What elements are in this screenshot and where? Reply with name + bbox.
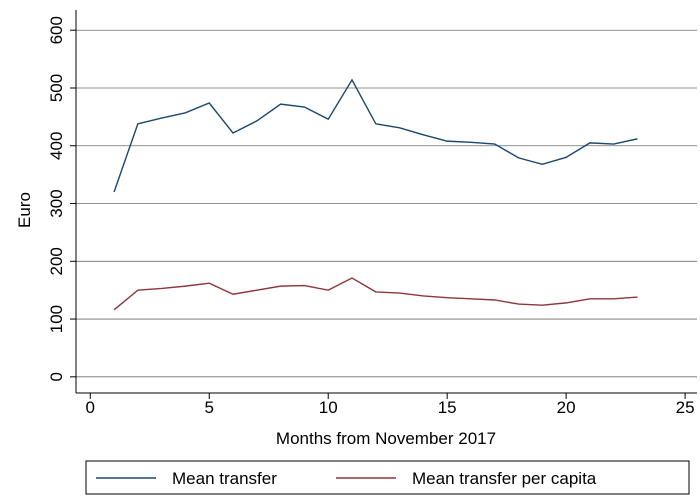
y-tick-label: 100 [47, 305, 66, 333]
y-tick-label: 600 [47, 16, 66, 44]
y-tick-label: 0 [47, 372, 66, 381]
y-tick-label: 300 [47, 189, 66, 217]
x-tick-label: 25 [676, 398, 695, 417]
x-tick-label: 20 [557, 398, 576, 417]
legend-label: Mean transfer per capita [412, 469, 597, 488]
y-tick-label: 400 [47, 132, 66, 160]
data-line [113, 277, 638, 311]
x-axis-label: Months from November 2017 [276, 429, 496, 448]
x-tick-label: 5 [205, 398, 214, 417]
y-tick-label: 200 [47, 247, 66, 275]
y-axis-label: Euro [15, 192, 34, 228]
legend-label: Mean transfer [172, 469, 277, 488]
data-line [113, 78, 638, 193]
y-tick-label: 500 [47, 74, 66, 102]
x-tick-label: 10 [319, 398, 338, 417]
x-tick-label: 0 [86, 398, 95, 417]
x-tick-label: 15 [438, 398, 457, 417]
